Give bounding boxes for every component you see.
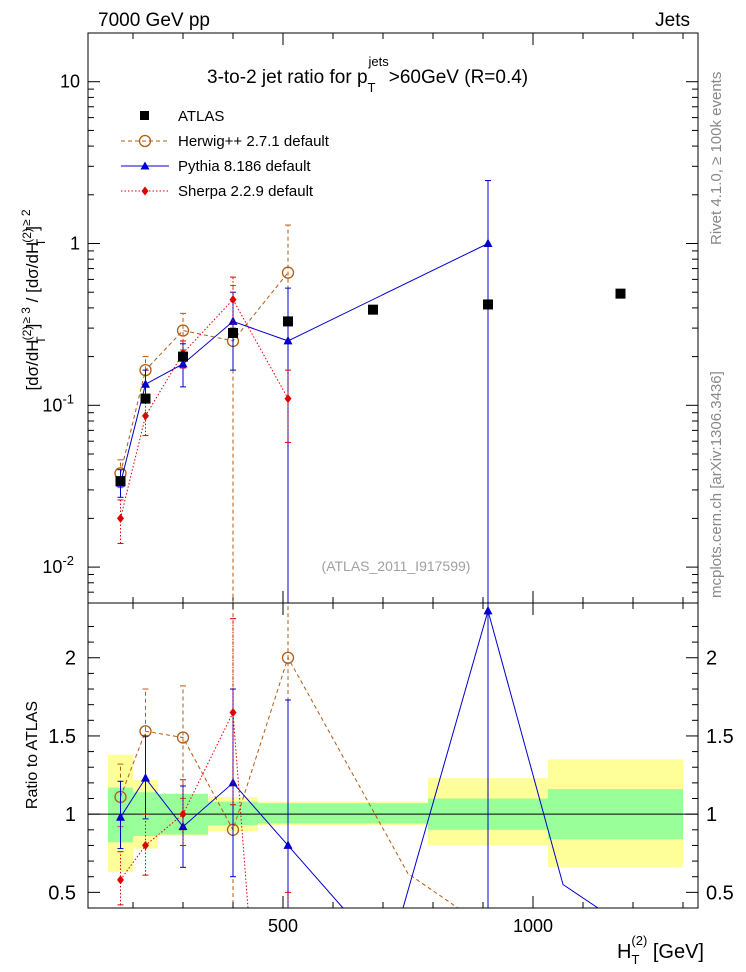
y-tick-label: 10-1 [42, 391, 74, 415]
pythia-ratio-line [120, 777, 344, 908]
pythia-point [141, 773, 150, 782]
legend-herwig-marker [138, 134, 152, 148]
sherpa-point [142, 411, 149, 421]
mcplots-label: mcplots.cern.ch [arXiv:1306.3436] [708, 371, 725, 598]
pythia-point [283, 335, 293, 345]
energy-label: 7000 GeV pp [98, 10, 210, 31]
category-label: Jets [655, 10, 690, 31]
analysis-watermark: (ATLAS_2011_I917599) [322, 558, 471, 574]
ratio-axis-ticks: 500 1000 0.5 0.5 1 1 1.5 1.5 2 2 [48, 603, 734, 936]
herwig-point [281, 266, 295, 279]
legend-pythia-marker [140, 161, 150, 170]
pythia-ratio-line [402, 608, 599, 908]
ratio-y-tick-label-right: 1.5 [706, 726, 734, 748]
sherpa-point [229, 295, 237, 305]
ratio-plot-frame [87, 602, 699, 909]
y-tick-label: 10 [60, 72, 80, 92]
title-sup: jets [367, 54, 389, 69]
main-plot-marks [114, 180, 626, 603]
pythia-point [483, 605, 493, 615]
ratio-plot-marks [114, 603, 599, 908]
title-post: >60GeV (R=0.4) [389, 67, 528, 88]
herwig-point [176, 324, 190, 337]
ratio-y-tick-label-right: 0.5 [706, 882, 734, 904]
pythia-point [141, 379, 150, 388]
pythia-point [228, 777, 238, 787]
atlas-point [615, 288, 626, 299]
y-tick-label: 10-2 [42, 553, 74, 577]
pythia-point [483, 238, 493, 248]
herwig-line [120, 272, 289, 474]
ratio-y-axis-label: Ratio to ATLAS [24, 701, 41, 809]
x-axis-label: HT(2) [GeV] [617, 933, 704, 967]
sherpa-point [179, 809, 187, 819]
legend-pythia-label: Pythia 8.186 default [178, 158, 311, 175]
ratio-y-tick-label: 2 [65, 648, 76, 670]
herwig-point [281, 651, 295, 664]
main-axis-ticks: 10-2 10-1 1 10 [42, 32, 698, 604]
legend-herwig-label: Herwig++ 2.7.1 default [178, 133, 330, 150]
ratio-y-tick-label: 1 [65, 804, 76, 826]
pythia-point [283, 840, 293, 849]
sherpa-point [117, 875, 124, 885]
atlas-point [483, 299, 493, 310]
atlas-point [283, 316, 293, 327]
ratio-y-tick-label-right: 2 [706, 648, 717, 670]
sherpa-point [284, 394, 292, 404]
legend-sherpa-marker [141, 186, 149, 196]
pythia-point [116, 812, 125, 821]
herwig-point [176, 731, 190, 744]
sherpa-point [142, 840, 149, 850]
sherpa-point [117, 513, 124, 523]
legend-atlas-label: ATLAS [178, 108, 224, 125]
rivet-label: Rivet 4.1.0, ≥ 100k events [708, 72, 725, 245]
y-tick-label: 1 [70, 234, 80, 254]
legend: ATLAS Herwig++ 2.7.1 default Pythia 8.18… [121, 108, 330, 200]
atlas-point [140, 393, 151, 404]
pythia-line [120, 243, 489, 484]
atlas-point [368, 304, 378, 315]
herwig-ratio-line [120, 656, 459, 908]
x-tick-label: 500 [268, 916, 298, 936]
sherpa-point [229, 707, 237, 717]
atlas-point [115, 476, 126, 487]
plot-title: 3-to-2 jet ratio for pTjets>60GeV (R=0.4… [207, 54, 528, 95]
legend-atlas-marker [140, 111, 149, 120]
ratio-y-tick-label-right: 1 [706, 804, 717, 826]
title-sub: T [368, 80, 376, 95]
x-tick-label: 1000 [513, 916, 553, 936]
title-pre: 3-to-2 jet ratio for p [207, 67, 368, 88]
main-y-axis-label: [dσ/dH(2)T]≥ 3 / [dσ/dH(2)T]≥ 2 [19, 209, 48, 390]
ratio-uncertainty-bands [88, 754, 698, 873]
pythia-point [178, 821, 188, 831]
atlas-point [178, 351, 188, 362]
ratio-band-inner [318, 803, 428, 824]
legend-sherpa-label: Sherpa 2.2.9 default [178, 183, 314, 200]
ratio-y-tick-label: 1.5 [48, 726, 76, 748]
atlas-point [228, 327, 238, 338]
ratio-y-tick-label: 0.5 [48, 882, 76, 904]
